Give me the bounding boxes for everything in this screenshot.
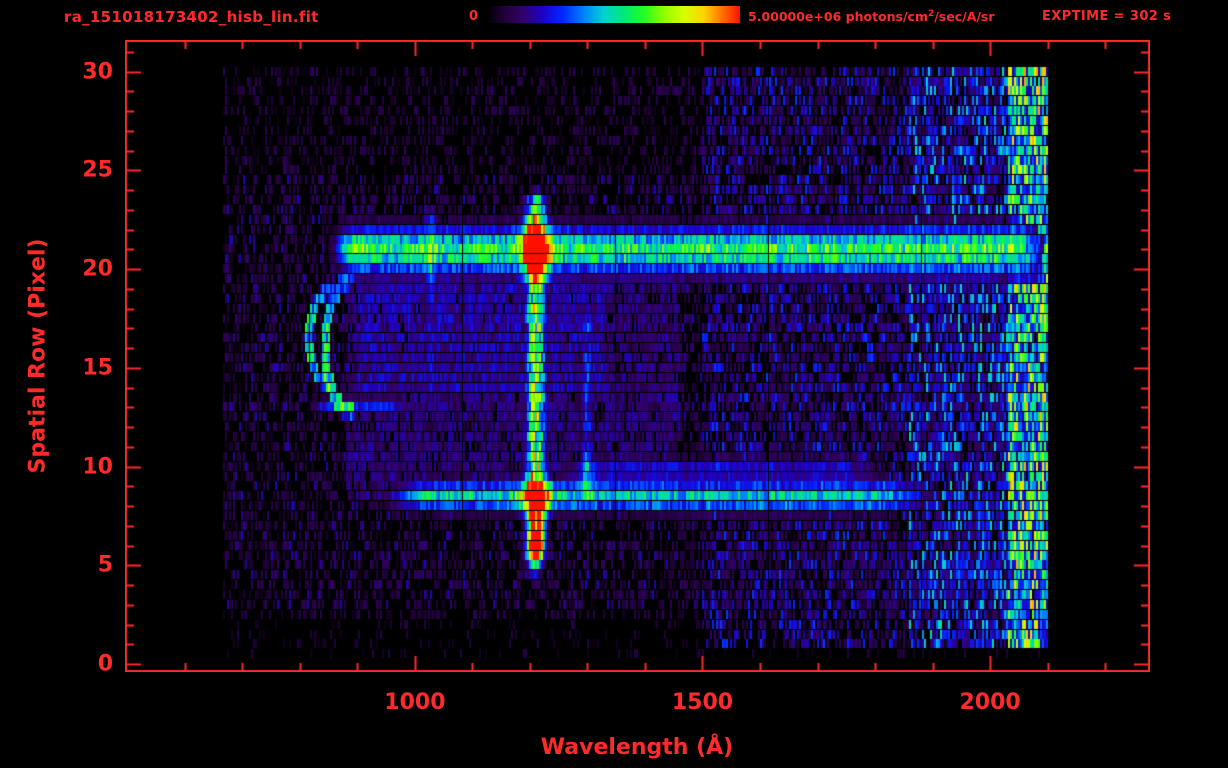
x-tick-label: 1500 xyxy=(671,690,734,715)
y-tick-label: 15 xyxy=(82,355,113,381)
y-tick-label: 10 xyxy=(82,454,113,480)
colorbar-min-label: 0 xyxy=(468,9,478,24)
x-tick-label: 1000 xyxy=(384,690,446,715)
y-tick-label: 5 xyxy=(97,552,113,578)
y-axis-title: Spatial Row (Pixel) xyxy=(25,238,51,474)
y-tick-label: 20 xyxy=(82,256,113,282)
y-tick-label: 25 xyxy=(82,157,113,183)
axes-frame xyxy=(125,40,1150,672)
colorbar-max-units: /sec/A/sr xyxy=(934,9,995,25)
x-tick-label: 2000 xyxy=(959,690,1021,715)
x-axis-title: Wavelength (Å) xyxy=(540,735,734,760)
y-tick-label: 30 xyxy=(82,59,113,85)
cm2-superscript: 2 xyxy=(927,9,935,19)
colorbar-gradient xyxy=(487,6,740,23)
filename-title: ra_151018173402_hisb_lin.fit xyxy=(64,8,319,26)
exptime-label: EXPTIME = 302 s xyxy=(1042,9,1172,24)
colorbar-max-label: 5.00000e+06 photons/cm2/sec/A/sr xyxy=(748,9,995,24)
colorbar-max-value: 5.00000e+06 photons/cm xyxy=(748,9,928,25)
y-tick-label: 0 xyxy=(97,651,113,677)
